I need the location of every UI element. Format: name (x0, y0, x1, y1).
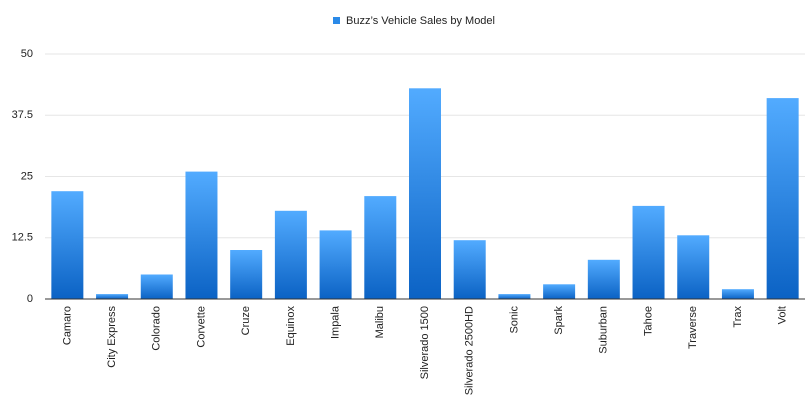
bar (677, 235, 710, 299)
bar (453, 240, 486, 299)
x-tick-label: Spark (553, 306, 565, 335)
x-tick-label: Impala (329, 305, 341, 339)
x-tick-label: Cruze (240, 306, 252, 335)
bar (140, 274, 173, 299)
x-tick-label: Malibu (374, 306, 386, 338)
x-tick-label: Trax (732, 306, 744, 328)
x-tick-label: Sonic (508, 306, 520, 334)
x-tick-label: Suburban (598, 306, 610, 354)
bar (319, 230, 352, 299)
y-tick-label: 25 (21, 170, 33, 182)
y-tick-label: 0 (27, 293, 33, 305)
bar (51, 191, 84, 299)
bar (409, 88, 441, 299)
x-tick-label: Silverado 2500HD (464, 306, 476, 395)
x-tick-label: Tahoe (642, 306, 654, 336)
x-tick-label: Corvette (195, 306, 207, 348)
x-tick-label: Traverse (687, 306, 699, 349)
x-tick-label: Volt (777, 306, 789, 324)
bar (96, 294, 129, 299)
x-tick-label: Camaro (61, 306, 73, 345)
bar (185, 171, 218, 299)
bar (721, 289, 754, 299)
bar (274, 210, 307, 299)
bar (587, 259, 620, 299)
x-tick-label: Colorado (151, 306, 163, 351)
bar (498, 294, 531, 299)
legend-swatch (333, 17, 340, 24)
y-tick-label: 37.5 (12, 109, 33, 121)
bar (766, 98, 799, 299)
legend-label: Buzz’s Vehicle Sales by Model (346, 15, 495, 27)
x-tick-label: City Express (106, 306, 118, 368)
x-tick-label: Silverado 1500 (419, 306, 431, 379)
bar (543, 284, 576, 299)
bar (230, 250, 263, 299)
x-tick-label: Equinox (285, 306, 297, 346)
bar (632, 205, 665, 299)
bar (364, 196, 397, 299)
y-tick-label: 50 (21, 48, 33, 60)
y-tick-label: 12.5 (12, 232, 33, 244)
